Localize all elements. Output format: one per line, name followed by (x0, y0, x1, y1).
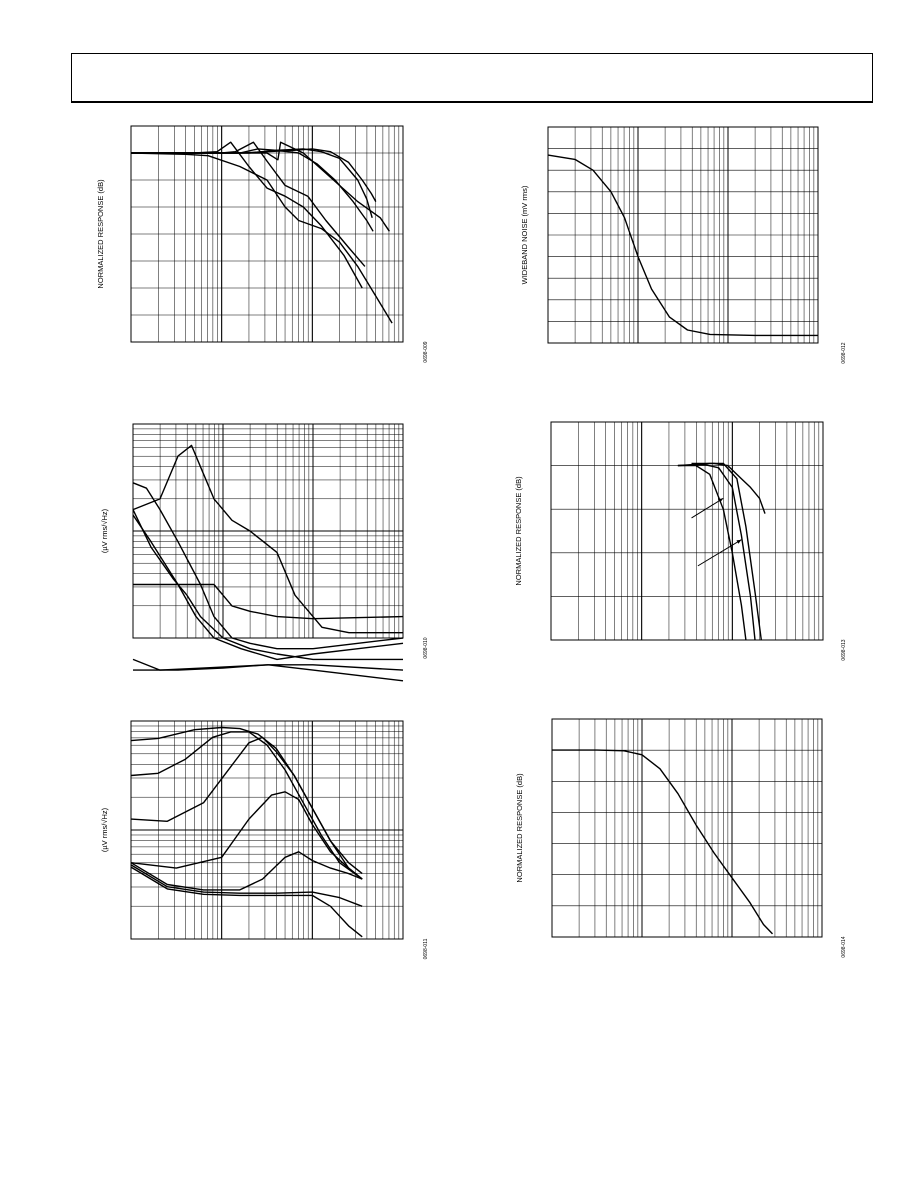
series-line-1 (132, 444, 403, 634)
series-line-4 (130, 791, 363, 880)
series-line-5 (130, 851, 363, 891)
series-line-3 (677, 462, 762, 641)
y-axis-label: NORMALIZED RESPONSE (dB) (514, 476, 523, 586)
plot-frame (547, 126, 819, 344)
series-line-7 (131, 148, 377, 202)
y-axis-label: NORMALIZED RESPONSE (dB) (96, 179, 105, 289)
y-axis-label: WIDEBAND NOISE (mV rms) (520, 185, 529, 284)
plot-frame (130, 125, 404, 343)
series-line-3 (132, 514, 404, 661)
grid (551, 718, 823, 938)
plot-frame (130, 720, 404, 940)
figure-code: 0698-010 (423, 637, 429, 658)
figure-code: 0698-013 (841, 639, 847, 660)
grid (550, 421, 824, 641)
chart-normalized-response-2: NORMALIZED RESPONSE (dB) 0698-013 (514, 421, 847, 661)
series-line-1 (547, 154, 818, 337)
plot-frame (550, 421, 824, 641)
series-line-2 (130, 152, 393, 324)
series-line-5 (131, 148, 374, 232)
plot-frame (132, 423, 404, 639)
series-line-7 (132, 658, 404, 682)
series-line-1 (131, 141, 390, 232)
figure-code: 0698-012 (841, 342, 847, 363)
series-line-1 (130, 726, 363, 875)
series-line-4 (131, 141, 366, 267)
grid (547, 126, 819, 344)
series-line-3 (130, 736, 363, 880)
chart-noise-density-1: (µV rms/√Hz) 0698-010 (100, 423, 429, 682)
series-line-4 (691, 462, 766, 514)
y-axis-label: (µV rms/√Hz) (100, 807, 109, 852)
grid (132, 423, 404, 639)
annotation-arrow-head-1 (718, 498, 724, 503)
chart-wideband-noise: WIDEBAND NOISE (mV rms) 0698-012 (520, 126, 847, 364)
series-line-2 (677, 464, 756, 641)
series-line-1 (552, 749, 774, 935)
chart-noise-density-2: (µV rms/√Hz) 0698-011 (100, 720, 429, 959)
series-line-5 (133, 583, 404, 620)
chart-normalized-response-1: NORMALIZED RESPONSE (dB) 0698-009 (96, 125, 429, 363)
series-line-6 (130, 864, 363, 907)
plot-frame (551, 718, 823, 938)
figure-code: 0698-011 (423, 938, 429, 959)
chart-normalized-response-3: NORMALIZED RESPONSE (dB) 0698-014 (515, 718, 847, 958)
annotation-arrow-1 (691, 497, 724, 519)
grid (130, 125, 404, 343)
series-line-3 (131, 141, 363, 289)
page-header-box (71, 53, 873, 103)
figure-code: 0698-014 (841, 936, 847, 957)
series-line-2 (132, 482, 404, 650)
series-line-7 (130, 866, 363, 938)
annotation-arrow-2 (697, 539, 742, 567)
y-axis-label: (µV rms/√Hz) (100, 508, 109, 553)
figure-code: 0698-009 (423, 341, 429, 362)
series-line-4 (132, 509, 403, 661)
y-axis-label: NORMALIZED RESPONSE (dB) (515, 773, 524, 883)
series-line-6 (131, 148, 373, 218)
annotation-arrow-head-2 (736, 539, 742, 544)
